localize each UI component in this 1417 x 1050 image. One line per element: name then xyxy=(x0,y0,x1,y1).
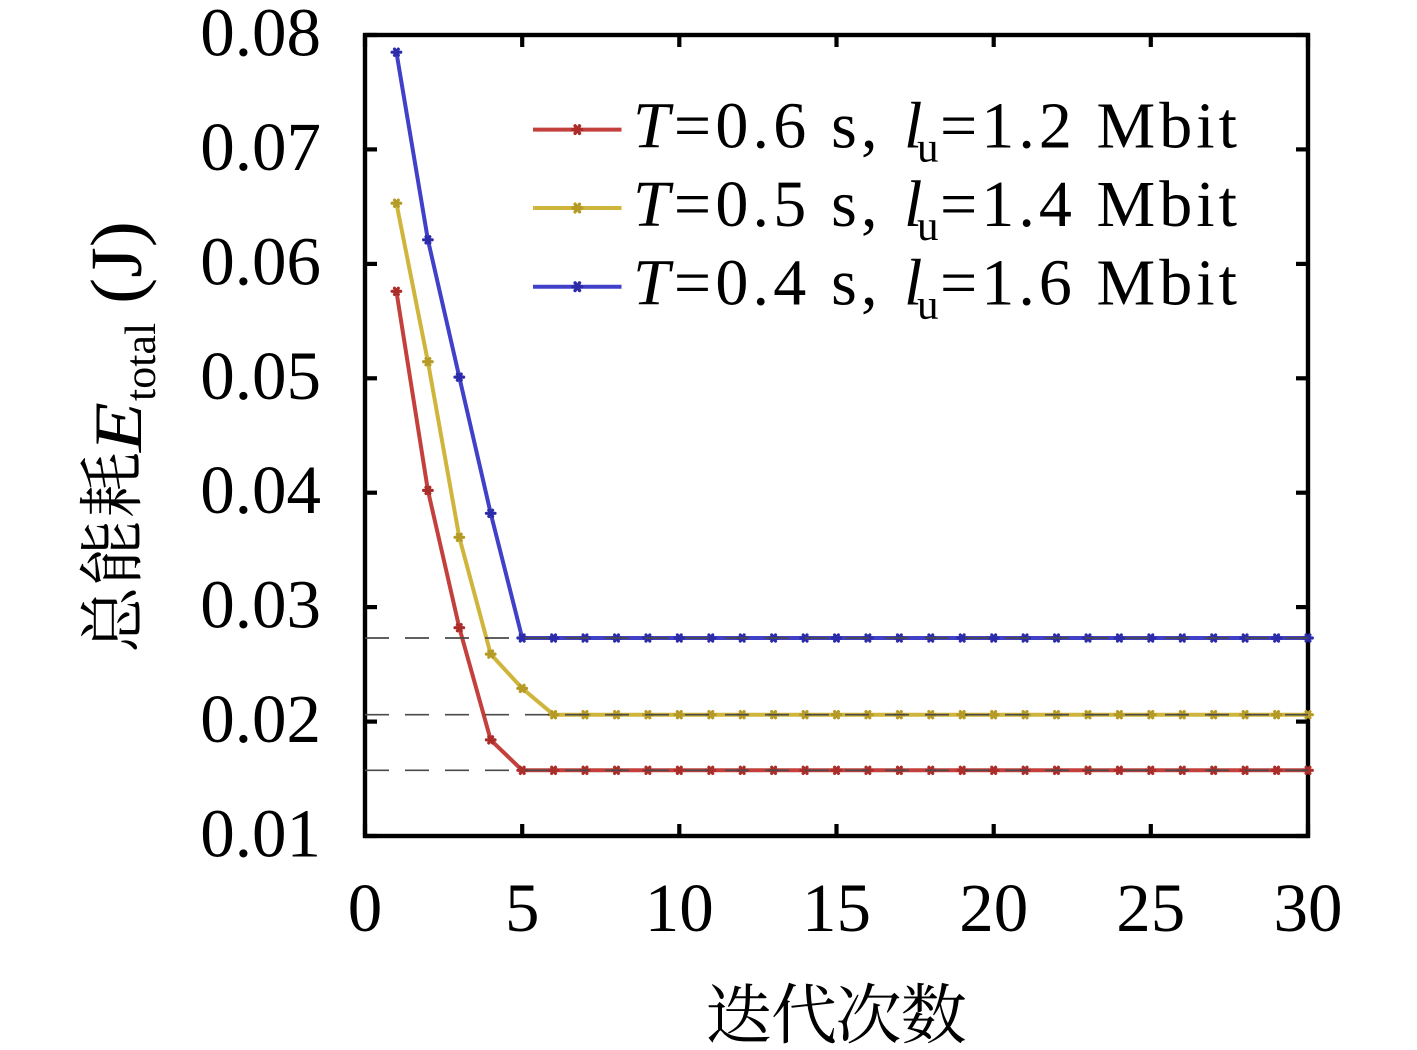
svg-text:l: l xyxy=(904,90,922,163)
svg-text:=1.2 Mbit: =1.2 Mbit xyxy=(940,90,1241,163)
svg-text:0.06: 0.06 xyxy=(200,223,321,299)
svg-text:30: 30 xyxy=(1274,870,1343,946)
svg-text:0.03: 0.03 xyxy=(200,567,321,643)
svg-text:0.02: 0.02 xyxy=(200,681,321,757)
svg-text:25: 25 xyxy=(1116,870,1185,946)
svg-text:T=0.5 s,: T=0.5 s, xyxy=(633,168,882,241)
svg-text:T=0.4 s,: T=0.4 s, xyxy=(633,247,882,320)
svg-text:E: E xyxy=(80,402,156,453)
svg-text:0.04: 0.04 xyxy=(200,452,321,528)
svg-text:=1.4 Mbit: =1.4 Mbit xyxy=(940,168,1241,241)
svg-text:0.08: 0.08 xyxy=(200,0,321,71)
svg-text:(J): (J) xyxy=(76,221,157,304)
svg-text:0: 0 xyxy=(348,870,383,946)
svg-text:0.05: 0.05 xyxy=(200,338,321,414)
svg-text:l: l xyxy=(904,247,922,320)
svg-text:0.01: 0.01 xyxy=(200,796,321,872)
svg-text:5: 5 xyxy=(505,870,540,946)
svg-text:=1.6 Mbit: =1.6 Mbit xyxy=(940,247,1241,320)
svg-text:15: 15 xyxy=(802,870,871,946)
svg-text:10: 10 xyxy=(645,870,714,946)
svg-text:0.07: 0.07 xyxy=(200,109,321,185)
svg-text:l: l xyxy=(904,168,922,241)
svg-text:20: 20 xyxy=(959,870,1028,946)
svg-text:T=0.6 s,: T=0.6 s, xyxy=(633,90,882,163)
